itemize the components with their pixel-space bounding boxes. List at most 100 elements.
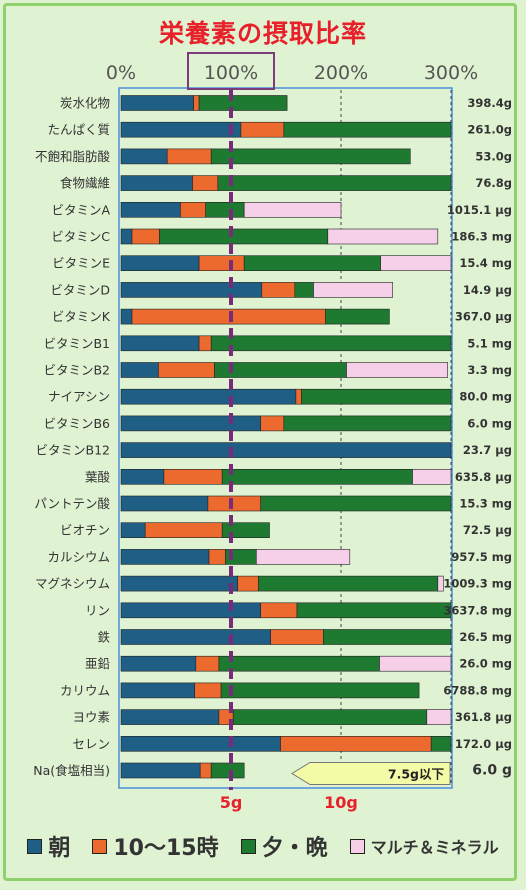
category-label: パントテン酸 <box>34 496 110 511</box>
bar-segment <box>205 202 245 218</box>
bar-segment <box>208 549 226 565</box>
category-label: ビタミンK <box>52 309 111 324</box>
bar-segment <box>207 495 261 512</box>
bar-segment <box>120 362 159 378</box>
legend: 朝 10～15時 夕・晩 マルチ＆ミネラル <box>0 828 526 864</box>
total-value-label: 23.7 μg <box>463 443 512 457</box>
category-label: ナイアシン <box>48 389 110 404</box>
bar-segment <box>198 335 212 352</box>
bar-segment <box>120 308 133 325</box>
x-tick-label: 0% <box>106 62 136 84</box>
total-value-label: 15.3 mg <box>459 497 512 511</box>
total-value-label: 26.5 mg <box>459 630 512 644</box>
legend-label-midday: 10～15時 <box>113 836 219 861</box>
x-tick-label: 200% <box>314 62 368 84</box>
bar-segment <box>301 388 452 405</box>
total-value-label: 15.4 mg <box>459 256 512 270</box>
category-label: 亜鉛 <box>85 656 111 671</box>
bar-segment <box>313 282 393 298</box>
total-value-label: 957.5 mg <box>451 550 512 564</box>
bar-segment <box>198 95 288 111</box>
bar-segment <box>192 175 219 191</box>
category-label: Na(食塩相当) <box>33 763 110 778</box>
category-label: ビタミンB12 <box>36 443 110 458</box>
bar-segment <box>120 522 146 539</box>
bar-segment <box>237 575 259 592</box>
total-value-label: 14.9 μg <box>463 283 512 297</box>
category-label: セレン <box>72 736 110 751</box>
category-label: 食物繊維 <box>60 176 110 191</box>
category-label: ビタミンB1 <box>43 336 110 351</box>
bar-segment <box>120 468 165 485</box>
total-value-label: 76.8g <box>475 176 512 190</box>
total-value-label: 3.3 mg <box>467 363 512 377</box>
bar-segment <box>195 655 220 672</box>
chart-frame <box>3 3 517 881</box>
total-value-label: 53.0g <box>475 149 512 163</box>
bar-segment <box>163 468 223 485</box>
category-label: カリウム <box>60 683 110 698</box>
legend-label-evening: 夕・晩 <box>261 836 328 861</box>
legend-item-morning: 朝 <box>27 830 70 862</box>
bar-segment <box>120 95 194 111</box>
bar-segment <box>131 228 160 245</box>
bar-segment <box>166 148 212 165</box>
bar-segment <box>120 255 200 271</box>
total-value-label: 6.0 mg <box>467 416 512 430</box>
bar-segment <box>346 362 448 378</box>
bar-segment <box>327 228 439 245</box>
bar-segment <box>120 442 452 458</box>
bar-segment <box>210 762 245 779</box>
category-label: リン <box>85 603 110 618</box>
bar-segment <box>437 575 444 592</box>
bar-segment <box>120 282 263 298</box>
total-value-label: 6788.8 mg <box>443 683 512 697</box>
bar-segment <box>260 415 285 432</box>
bar-segment <box>280 735 432 752</box>
bar-segment <box>210 335 452 352</box>
bar-segment <box>296 602 452 619</box>
na-limit-note: 7.5g以下 <box>388 767 445 782</box>
na-axis-label: 5g <box>220 793 243 812</box>
category-label: マグネシウム <box>35 576 110 591</box>
bar-segment <box>260 602 298 619</box>
x-tick-label: 100% <box>204 62 258 84</box>
category-label: ビタミンE <box>52 256 110 271</box>
bar-segment <box>120 335 200 352</box>
bar-segment <box>221 522 270 539</box>
category-label: カルシウム <box>47 549 110 564</box>
bar-segment <box>294 282 314 298</box>
bar-segment <box>283 415 452 432</box>
bar-segment <box>258 575 439 592</box>
total-value-label: 172.0 μg <box>455 737 512 751</box>
bar-segment <box>261 282 296 298</box>
bar-segment <box>199 762 212 779</box>
category-label: ビタミンB2 <box>43 363 110 378</box>
bar-segment <box>283 121 452 138</box>
category-label: ビタミンB6 <box>43 416 110 431</box>
legend-swatch-midday <box>92 838 108 854</box>
total-value-label: 80.0 mg <box>459 390 512 404</box>
total-value-label: 367.0 μg <box>455 310 512 324</box>
bar-segment <box>120 148 168 165</box>
bar-segment <box>120 228 133 245</box>
bar-segment <box>120 629 271 645</box>
bar-segment <box>158 362 215 378</box>
bar-segment <box>120 415 261 432</box>
bar-segment <box>120 175 193 191</box>
total-value-label: 261.0g <box>467 123 512 137</box>
total-value-label: 5.1 mg <box>467 336 512 350</box>
legend-label-morning: 朝 <box>48 836 71 861</box>
category-label: ビタミンA <box>51 202 110 217</box>
bar-segment <box>120 388 297 405</box>
bar-segment <box>120 709 220 725</box>
bar-segment <box>210 148 411 165</box>
bar-segment <box>430 735 452 752</box>
category-label: ビタミンC <box>51 229 110 244</box>
plot-border <box>118 87 453 789</box>
category-label: ビタミンD <box>50 282 110 297</box>
category-label: ヨウ素 <box>72 710 110 725</box>
bar-segment <box>120 682 195 699</box>
bar-segment <box>120 602 261 619</box>
legend-swatch-evening <box>240 838 256 854</box>
